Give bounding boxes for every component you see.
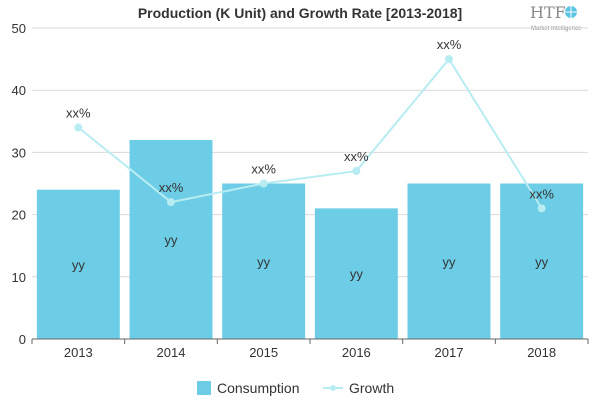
growth-point [259,179,268,188]
logo-subtext: Market Intelligence [531,26,582,32]
growth-value-label: xx% [66,106,91,121]
growth-point [74,123,83,132]
x-tick-label: 2017 [435,345,464,360]
growth-value-label: xx% [251,162,276,177]
logo-text: HTF [530,3,566,22]
growth-point [537,204,546,213]
bar-value-label: yy [535,254,549,269]
axes: 0 10 20 30 40 50 2013 2014 2015 2016 2017 2018 [12,21,589,360]
legend-label-consumption: Consumption [217,380,300,396]
bar [36,189,120,339]
bar-value-label: yy [165,232,179,247]
bar-value-label: yy [257,254,271,269]
growth-value-label: xx% [529,186,554,201]
bar [314,208,398,339]
growth-point [167,198,175,207]
growth-point [352,167,361,176]
bar-value-label: yy [350,267,364,282]
chart-title: Production (K Unit) and Growth Rate [201… [138,5,462,21]
legend: Consumption Growth [197,380,394,396]
legend-swatch-consumption [197,381,211,395]
bar [407,183,491,339]
x-tick-label: 2013 [64,345,93,360]
y-tick-label: 30 [12,145,26,160]
x-tick-label: 2016 [342,345,371,360]
y-tick-label: 0 [19,332,26,347]
growth-line [77,57,543,209]
bar [129,139,213,339]
gridlines [32,27,588,278]
x-tick-label: 2015 [249,345,278,360]
growth-point [445,55,453,64]
y-tick-label: 20 [12,208,26,223]
bar-value-label: yy [443,254,457,269]
y-tick-label: 40 [12,83,26,98]
line-series [74,55,546,213]
growth-value-label: xx% [344,149,369,164]
bar-series [36,139,584,339]
legend-label-growth: Growth [349,380,394,396]
logo: HTF Market Intelligence [530,3,582,32]
x-tick-label: 2018 [527,345,556,360]
growth-value-label: xx% [437,37,462,52]
legend-item-growth[interactable]: Growth [323,380,394,396]
legend-marker-growth [330,385,336,391]
growth-value-label: xx% [159,180,184,195]
x-tick-label: 2014 [157,345,186,360]
bar [222,183,306,339]
legend-item-consumption[interactable]: Consumption [197,380,300,396]
data-labels: yy yy yy yy yy yy xx% xx% xx% xx% xx% xx% [66,37,554,282]
globe-icon [565,6,577,18]
bar-value-label: yy [72,257,86,272]
y-tick-label: 10 [12,270,26,285]
y-tick-label: 50 [12,21,26,36]
